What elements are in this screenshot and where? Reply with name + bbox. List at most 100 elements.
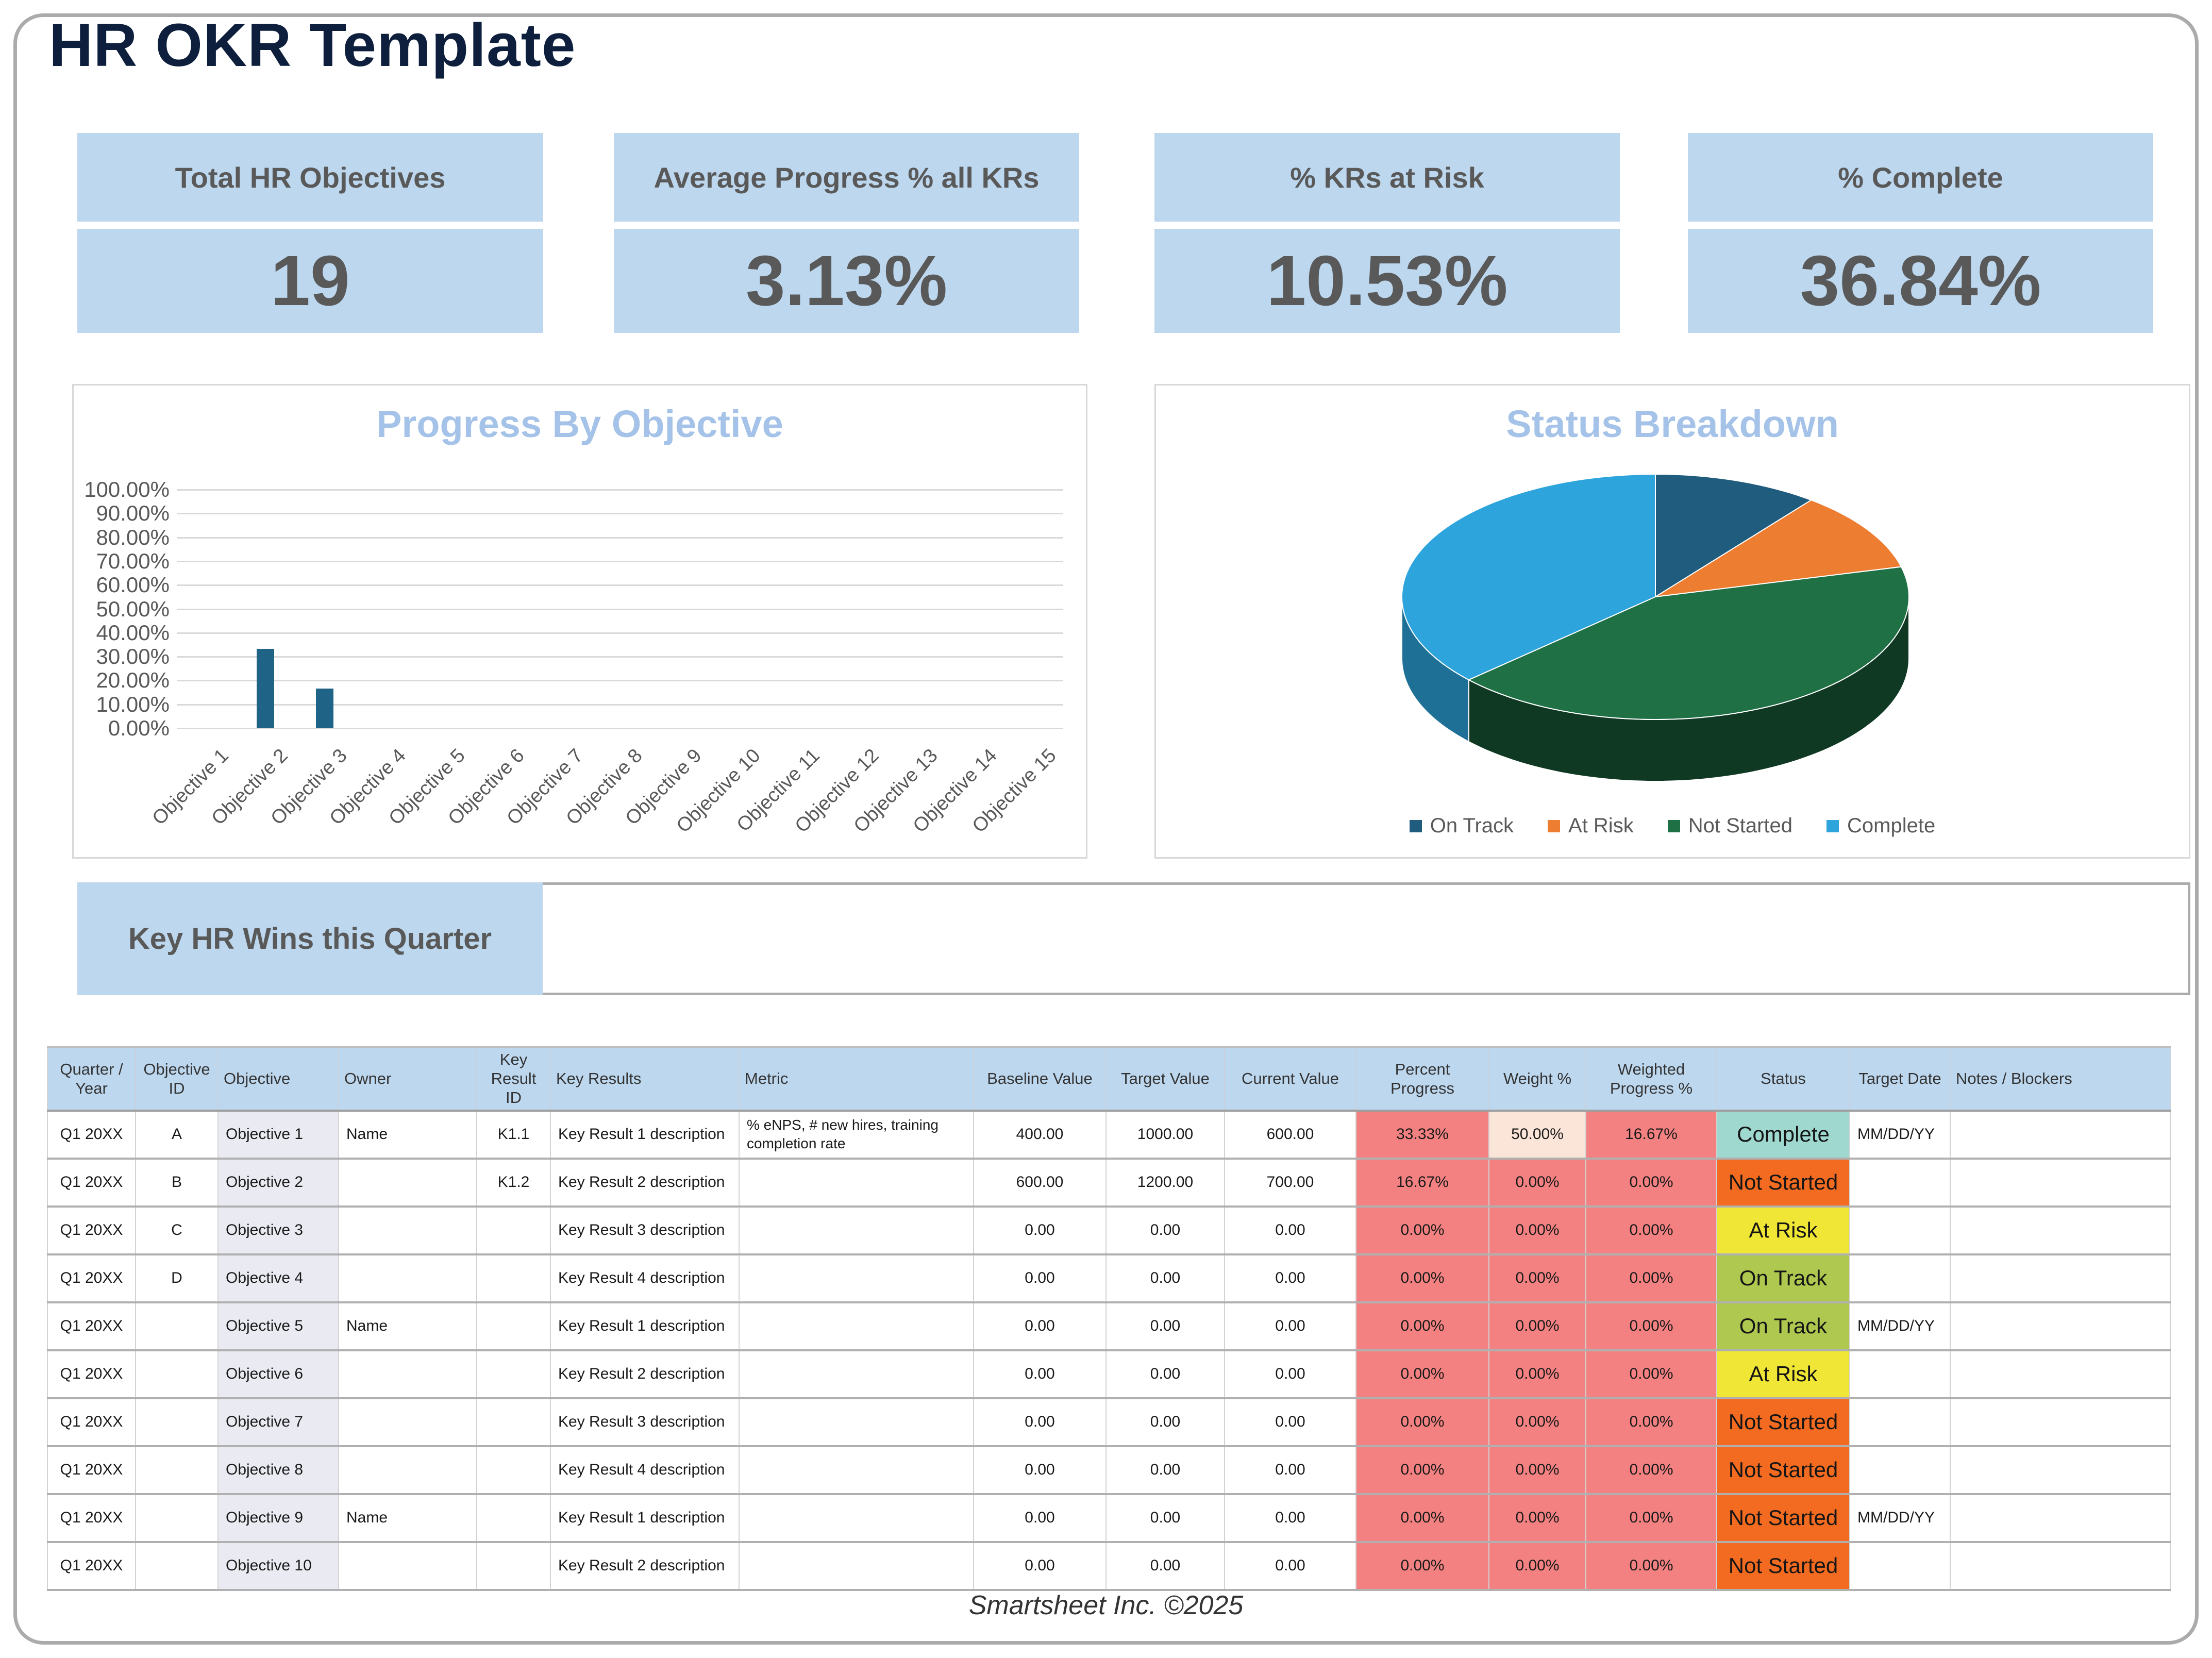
cell-quarter[interactable]: Q1 20XX: [47, 1350, 136, 1399]
cell-status[interactable]: Not Started: [1717, 1158, 1850, 1208]
cell-notes[interactable]: [1950, 1446, 2171, 1495]
cell-kr_id[interactable]: [477, 1254, 551, 1303]
cell-owner[interactable]: Name: [339, 1494, 477, 1543]
cell-weighted[interactable]: 0.00%: [1586, 1302, 1717, 1351]
cell-weight[interactable]: 50.00%: [1489, 1110, 1586, 1160]
cell-weighted[interactable]: 0.00%: [1586, 1446, 1717, 1495]
cell-status[interactable]: On Track: [1717, 1302, 1850, 1351]
cell-weighted[interactable]: 0.00%: [1586, 1494, 1717, 1543]
cell-baseline[interactable]: 0.00: [974, 1302, 1107, 1351]
cell-current[interactable]: 0.00: [1225, 1542, 1356, 1591]
cell-notes[interactable]: [1950, 1398, 2171, 1447]
cell-percent[interactable]: 16.67%: [1356, 1158, 1489, 1208]
cell-target_date[interactable]: [1850, 1158, 1951, 1208]
cell-owner[interactable]: [339, 1446, 477, 1495]
cell-objective_id[interactable]: [136, 1446, 219, 1495]
cell-target_date[interactable]: [1850, 1542, 1951, 1591]
cell-quarter[interactable]: Q1 20XX: [47, 1398, 136, 1447]
cell-objective_id[interactable]: [136, 1302, 219, 1351]
cell-metric[interactable]: [739, 1542, 974, 1591]
cell-objective_id[interactable]: [136, 1542, 219, 1591]
cell-objective[interactable]: Objective 2: [218, 1158, 339, 1208]
cell-current[interactable]: 0.00: [1225, 1206, 1356, 1255]
cell-metric[interactable]: [739, 1350, 974, 1399]
cell-quarter[interactable]: Q1 20XX: [47, 1158, 136, 1208]
cell-target[interactable]: 0.00: [1106, 1206, 1225, 1255]
cell-notes[interactable]: [1950, 1206, 2171, 1255]
cell-current[interactable]: 700.00: [1225, 1158, 1356, 1208]
cell-quarter[interactable]: Q1 20XX: [47, 1110, 136, 1160]
cell-target[interactable]: 1000.00: [1106, 1110, 1225, 1160]
cell-target[interactable]: 1200.00: [1106, 1158, 1225, 1208]
cell-baseline[interactable]: 400.00: [974, 1110, 1107, 1160]
cell-weighted[interactable]: 0.00%: [1586, 1350, 1717, 1399]
cell-weighted[interactable]: 0.00%: [1586, 1206, 1717, 1255]
cell-current[interactable]: 0.00: [1225, 1446, 1356, 1495]
cell-status[interactable]: At Risk: [1717, 1350, 1850, 1399]
cell-weight[interactable]: 0.00%: [1489, 1542, 1586, 1591]
cell-weighted[interactable]: 0.00%: [1586, 1254, 1717, 1303]
cell-weight[interactable]: 0.00%: [1489, 1494, 1586, 1543]
cell-owner[interactable]: [339, 1350, 477, 1399]
cell-target_date[interactable]: [1850, 1254, 1951, 1303]
cell-quarter[interactable]: Q1 20XX: [47, 1542, 136, 1591]
cell-target_date[interactable]: [1850, 1206, 1951, 1255]
cell-baseline[interactable]: 0.00: [974, 1542, 1107, 1591]
cell-metric[interactable]: [739, 1446, 974, 1495]
cell-quarter[interactable]: Q1 20XX: [47, 1302, 136, 1351]
cell-baseline[interactable]: 0.00: [974, 1206, 1107, 1255]
cell-status[interactable]: At Risk: [1717, 1206, 1850, 1255]
cell-target_date[interactable]: MM/DD/YY: [1850, 1494, 1951, 1543]
cell-target_date[interactable]: MM/DD/YY: [1850, 1110, 1951, 1160]
cell-target[interactable]: 0.00: [1106, 1446, 1225, 1495]
cell-current[interactable]: 0.00: [1225, 1302, 1356, 1351]
cell-weight[interactable]: 0.00%: [1489, 1350, 1586, 1399]
cell-objective[interactable]: Objective 1: [218, 1110, 339, 1160]
cell-metric[interactable]: [739, 1302, 974, 1351]
cell-percent[interactable]: 0.00%: [1356, 1398, 1489, 1447]
cell-weight[interactable]: 0.00%: [1489, 1446, 1586, 1495]
cell-weight[interactable]: 0.00%: [1489, 1254, 1586, 1303]
cell-current[interactable]: 0.00: [1225, 1398, 1356, 1447]
cell-owner[interactable]: Name: [339, 1110, 477, 1160]
cell-percent[interactable]: 0.00%: [1356, 1254, 1489, 1303]
cell-kr_id[interactable]: [477, 1446, 551, 1495]
cell-owner[interactable]: [339, 1542, 477, 1591]
cell-baseline[interactable]: 0.00: [974, 1254, 1107, 1303]
cell-weight[interactable]: 0.00%: [1489, 1206, 1586, 1255]
cell-quarter[interactable]: Q1 20XX: [47, 1206, 136, 1255]
cell-target[interactable]: 0.00: [1106, 1398, 1225, 1447]
cell-percent[interactable]: 0.00%: [1356, 1350, 1489, 1399]
cell-status[interactable]: Not Started: [1717, 1494, 1850, 1543]
cell-percent[interactable]: 33.33%: [1356, 1110, 1489, 1160]
cell-objective[interactable]: Objective 3: [218, 1206, 339, 1255]
cell-objective_id[interactable]: A: [136, 1110, 219, 1160]
cell-objective[interactable]: Objective 4: [218, 1254, 339, 1303]
cell-baseline[interactable]: 0.00: [974, 1446, 1107, 1495]
cell-target_date[interactable]: MM/DD/YY: [1850, 1302, 1951, 1351]
cell-baseline[interactable]: 600.00: [974, 1158, 1107, 1208]
cell-kr_id[interactable]: [477, 1398, 551, 1447]
cell-target_date[interactable]: [1850, 1446, 1951, 1495]
cell-baseline[interactable]: 0.00: [974, 1350, 1107, 1399]
cell-owner[interactable]: Name: [339, 1302, 477, 1351]
cell-objective[interactable]: Objective 5: [218, 1302, 339, 1351]
cell-percent[interactable]: 0.00%: [1356, 1542, 1489, 1591]
cell-kr_id[interactable]: K1.2: [477, 1158, 551, 1208]
cell-objective[interactable]: Objective 7: [218, 1398, 339, 1447]
cell-weight[interactable]: 0.00%: [1489, 1158, 1586, 1208]
cell-key_results[interactable]: Key Result 1 description: [550, 1494, 740, 1543]
cell-key_results[interactable]: Key Result 4 description: [550, 1254, 740, 1303]
cell-key_results[interactable]: Key Result 3 description: [550, 1206, 740, 1255]
cell-key_results[interactable]: Key Result 2 description: [550, 1158, 740, 1208]
cell-objective[interactable]: Objective 9: [218, 1494, 339, 1543]
cell-target_date[interactable]: [1850, 1350, 1951, 1399]
cell-objective_id[interactable]: B: [136, 1158, 219, 1208]
cell-notes[interactable]: [1950, 1542, 2171, 1591]
cell-target[interactable]: 0.00: [1106, 1494, 1225, 1543]
cell-metric[interactable]: [739, 1494, 974, 1543]
cell-status[interactable]: On Track: [1717, 1254, 1850, 1303]
cell-kr_id[interactable]: K1.1: [477, 1110, 551, 1160]
cell-target[interactable]: 0.00: [1106, 1542, 1225, 1591]
cell-quarter[interactable]: Q1 20XX: [47, 1254, 136, 1303]
